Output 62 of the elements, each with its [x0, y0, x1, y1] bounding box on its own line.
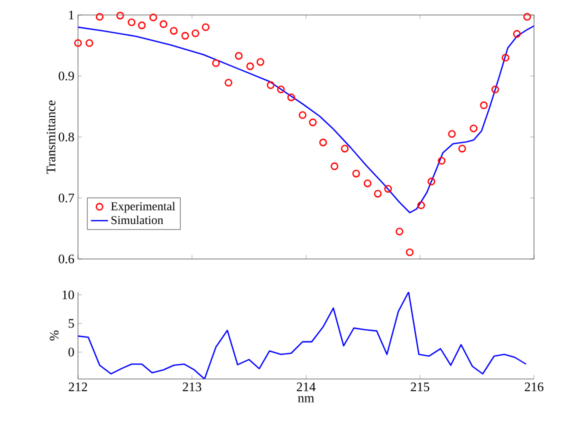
point [458, 144, 466, 152]
point [256, 58, 264, 66]
point [406, 248, 414, 256]
y-tick-label: 10 [62, 290, 74, 300]
point [417, 201, 425, 210]
point [138, 22, 146, 30]
point [438, 156, 446, 165]
point [384, 185, 392, 193]
x-tick-label: 214 [296, 382, 316, 392]
point [192, 29, 200, 38]
point [352, 170, 360, 178]
point [364, 180, 372, 188]
point [523, 12, 532, 21]
point [319, 138, 327, 146]
point [480, 101, 488, 110]
point [170, 27, 178, 35]
point [96, 12, 104, 21]
y-tick-label: 5 [68, 319, 74, 328]
y-tick-label: 0.7 [58, 194, 74, 202]
point [277, 86, 285, 94]
x-tick-label: 212 [68, 382, 88, 392]
point [116, 12, 124, 20]
y-tick-label: 1 [69, 10, 74, 20]
point [502, 54, 510, 62]
legend-label: Simulation [111, 216, 164, 224]
point [298, 111, 306, 119]
y-tick-label: 0.8 [58, 132, 74, 142]
x-tick-label: 213 [182, 382, 202, 392]
point [224, 78, 232, 87]
point [234, 52, 243, 60]
y-axis-title: % [50, 330, 59, 340]
line-series [78, 292, 527, 379]
point [86, 39, 94, 47]
point [340, 144, 349, 152]
y-tick-label: 0.9 [58, 72, 74, 80]
point [308, 118, 317, 126]
point [246, 62, 254, 70]
point [160, 20, 168, 28]
point [491, 86, 500, 94]
line-series [78, 25, 534, 214]
point [202, 23, 210, 32]
x-tick-label: 216 [524, 382, 544, 392]
y-axis-title: Transmittance [46, 100, 56, 174]
point [74, 39, 82, 47]
point [149, 14, 158, 22]
point [396, 228, 404, 236]
point [374, 190, 382, 198]
y-tick-label: 0.6 [58, 254, 74, 264]
point [470, 124, 478, 132]
point [128, 18, 136, 26]
point [266, 81, 275, 90]
legend-label: Experimental [111, 202, 176, 213]
point [181, 32, 190, 40]
y-tick-label: 0 [68, 348, 74, 356]
x-tick-label: 215 [410, 382, 430, 392]
point [428, 178, 436, 186]
point [330, 162, 338, 170]
point [212, 59, 220, 68]
point [513, 30, 521, 38]
point [448, 130, 456, 138]
x-axis-title: nm [298, 396, 314, 402]
point [287, 94, 296, 102]
